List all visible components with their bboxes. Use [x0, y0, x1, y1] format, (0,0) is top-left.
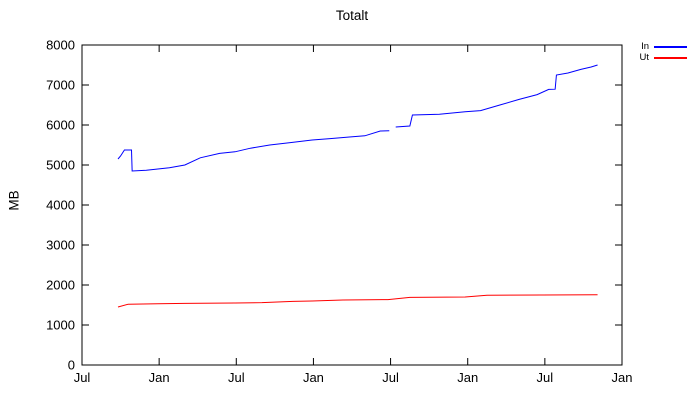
y-tick-label: 4000	[46, 198, 75, 213]
series-line-in	[117, 130, 390, 172]
x-tick-label: Jul	[382, 370, 399, 385]
y-tick-label: 5000	[46, 158, 75, 173]
y-tick-label: 1000	[46, 318, 75, 333]
x-tick-label: Jan	[612, 370, 633, 385]
series-line-in	[395, 64, 598, 128]
y-tick-label: 2000	[46, 278, 75, 293]
x-tick-label: Jan	[303, 370, 324, 385]
legend-item-in: In	[634, 41, 687, 52]
x-tick-label: Jul	[228, 370, 245, 385]
legend-line-in-icon	[654, 45, 687, 48]
chart-title: Totalt	[335, 8, 369, 23]
x-tick-label: Jan	[457, 370, 478, 385]
y-tick-label: 7000	[46, 78, 75, 93]
x-tick-label: Jan	[149, 370, 170, 385]
legend-label-in: In	[641, 41, 649, 52]
x-tick-label: Jul	[537, 370, 554, 385]
y-tick-label: 3000	[46, 238, 75, 253]
legend-line-ut-icon	[654, 56, 687, 59]
x-tick-label: Jul	[74, 370, 91, 385]
y-tick-label: 6000	[46, 118, 75, 133]
legend-label-ut: Ut	[639, 52, 650, 63]
y-tick-label: 0	[68, 358, 75, 373]
series-line-ut	[117, 294, 598, 308]
y-tick-label: 8000	[46, 38, 75, 53]
legend: In Ut	[634, 41, 687, 63]
legend-item-ut: Ut	[634, 52, 687, 63]
